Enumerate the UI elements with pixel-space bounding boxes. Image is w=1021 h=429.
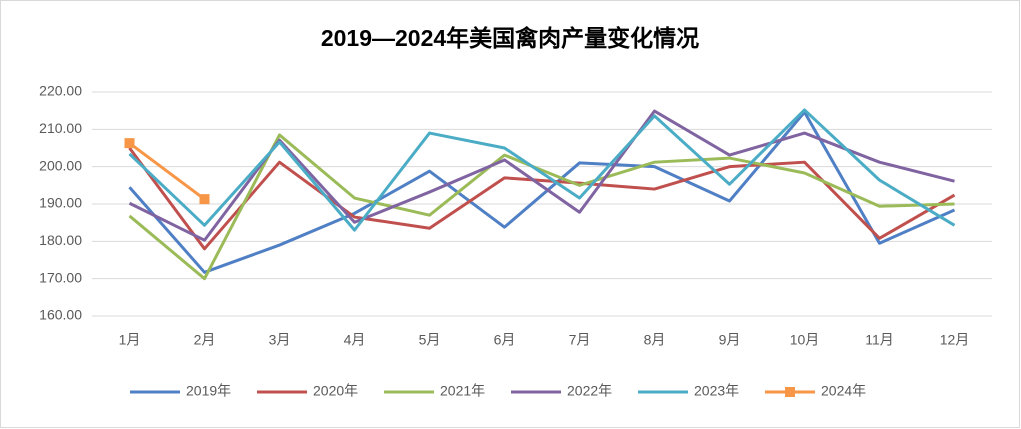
legend-label: 2023年 xyxy=(694,383,739,399)
x-tick-label: 10月 xyxy=(790,332,820,348)
legend-label: 2022年 xyxy=(567,383,612,399)
legend-label: 2020年 xyxy=(313,383,358,399)
series-line xyxy=(128,141,206,201)
legend-label: 2019年 xyxy=(186,383,231,399)
legend-label: 2021年 xyxy=(440,383,485,399)
y-tick-label: 170.00 xyxy=(39,269,82,285)
y-tick-label: 180.00 xyxy=(39,232,82,248)
legend-label: 2024年 xyxy=(821,383,866,399)
series-line xyxy=(128,108,956,232)
y-tick-label: 190.00 xyxy=(39,195,82,211)
x-tick-label: 3月 xyxy=(269,332,291,348)
series-line xyxy=(128,147,956,251)
point-marker xyxy=(124,138,135,149)
x-tick-label: 9月 xyxy=(719,332,741,348)
x-tick-label: 4月 xyxy=(344,332,366,348)
series-line xyxy=(128,110,956,274)
x-tick-label: 6月 xyxy=(494,332,516,348)
y-tick-label: 200.00 xyxy=(39,157,82,173)
x-tick-label: 2月 xyxy=(194,332,216,348)
y-tick-label: 210.00 xyxy=(39,120,82,136)
chart-title: 2019—2024年美国禽肉产量变化情况 xyxy=(321,25,699,51)
x-tick-label: 1月 xyxy=(119,332,141,348)
y-tick-label: 160.00 xyxy=(39,307,82,323)
x-tick-label: 5月 xyxy=(419,332,441,348)
point-marker xyxy=(199,194,210,205)
x-tick-label: 8月 xyxy=(644,332,666,348)
x-tick-label: 11月 xyxy=(865,332,894,348)
y-tick-label: 220.00 xyxy=(39,83,82,99)
x-tick-label: 12月 xyxy=(940,332,970,348)
x-tick-label: 7月 xyxy=(569,332,591,348)
legend-marker xyxy=(785,387,795,397)
